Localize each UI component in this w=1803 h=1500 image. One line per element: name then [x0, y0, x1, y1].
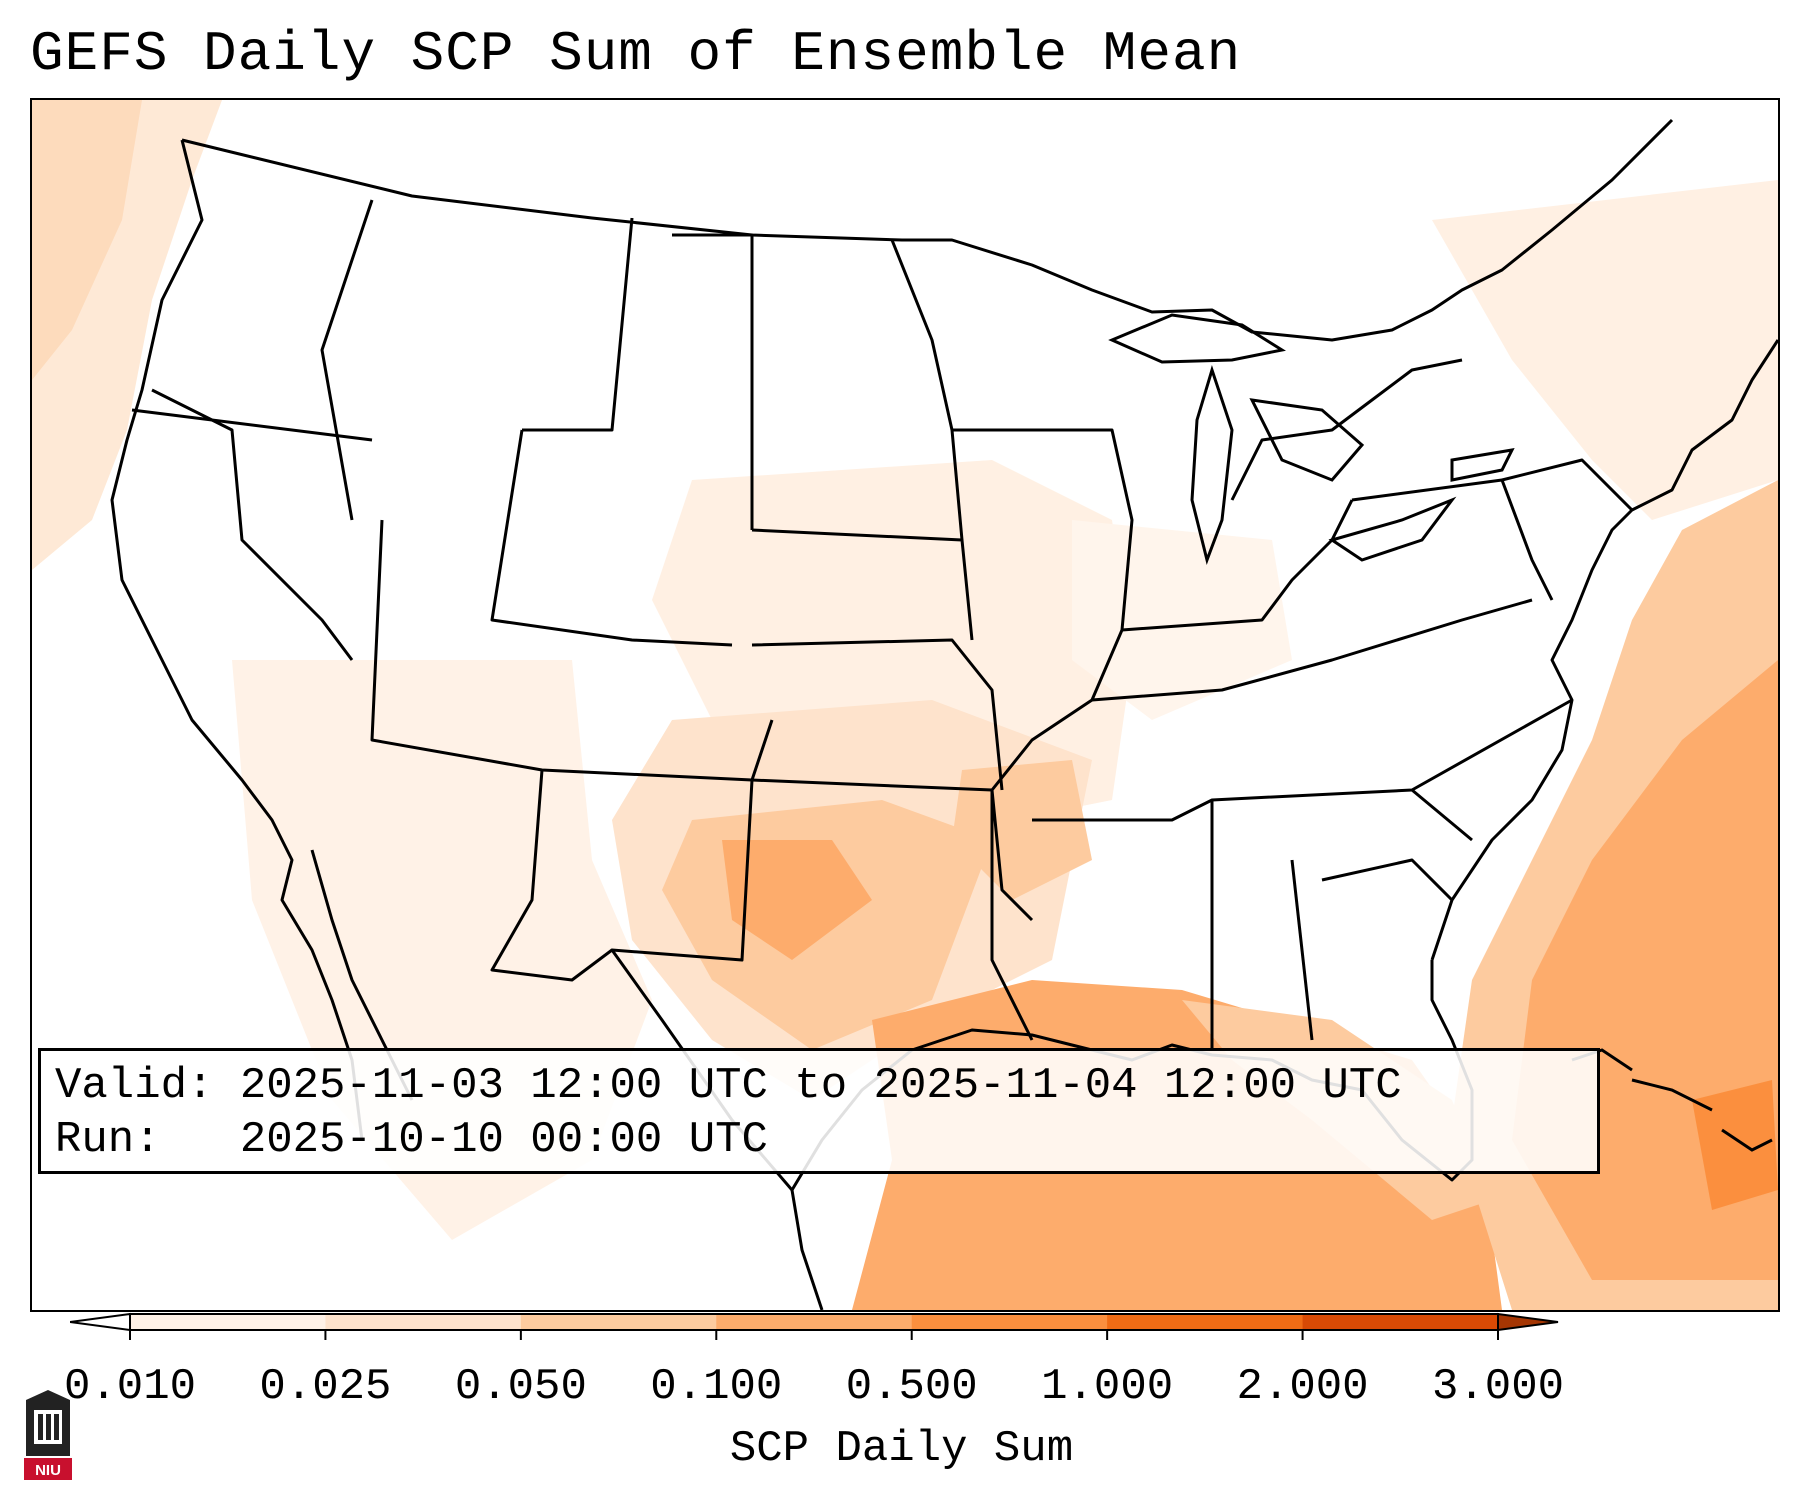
colorbar-under-extension	[70, 1312, 131, 1332]
chart-title: GEFS Daily SCP Sum of Ensemble Mean	[30, 22, 1242, 86]
run-value: 2025-10-10 00:00 UTC	[239, 1115, 768, 1165]
colorbar-tick-label: 0.010	[63, 1362, 197, 1412]
colorbar-tick-label: 0.500	[845, 1362, 978, 1412]
colorbar-segment-2	[520, 1314, 717, 1330]
valid-run-info-box: Valid: 2025-11-03 12:00 UTC to 2025-11-0…	[38, 1048, 1600, 1174]
colorbar-tick-label: 0.025	[259, 1362, 392, 1412]
valid-value: 2025-11-03 12:00 UTC to 2025-11-04 12:00…	[239, 1061, 1402, 1111]
colorbar-tick-label: 0.100	[650, 1362, 783, 1412]
niu-logo: NIU	[24, 1390, 72, 1480]
run-label: Run:	[55, 1115, 161, 1165]
colorbar-segment-4	[911, 1314, 1108, 1330]
colorbar-segment-0	[130, 1314, 326, 1330]
colorbar-segment-6	[1302, 1314, 1499, 1330]
colorbar-segment-1	[325, 1314, 522, 1330]
colorbar-segment-5	[1107, 1314, 1304, 1330]
colorbar-label: SCP Daily Sum	[729, 1424, 1074, 1474]
colorbar-tick-label: 2.000	[1236, 1362, 1369, 1412]
valid-label: Valid:	[55, 1061, 214, 1111]
colorbar	[70, 1312, 1559, 1340]
colorbar-segment-3	[716, 1314, 913, 1330]
colorbar-tick-label: 0.050	[454, 1362, 587, 1412]
great-lakes	[1108, 313, 1515, 566]
colorbar-outline	[129, 1313, 1499, 1331]
colorbar-tick-label: 1.000	[1041, 1362, 1174, 1412]
colorbar-over-extension	[1497, 1312, 1559, 1332]
logo-text: NIU	[35, 1462, 61, 1479]
colorbar-tick-label: 3.000	[1431, 1362, 1565, 1412]
